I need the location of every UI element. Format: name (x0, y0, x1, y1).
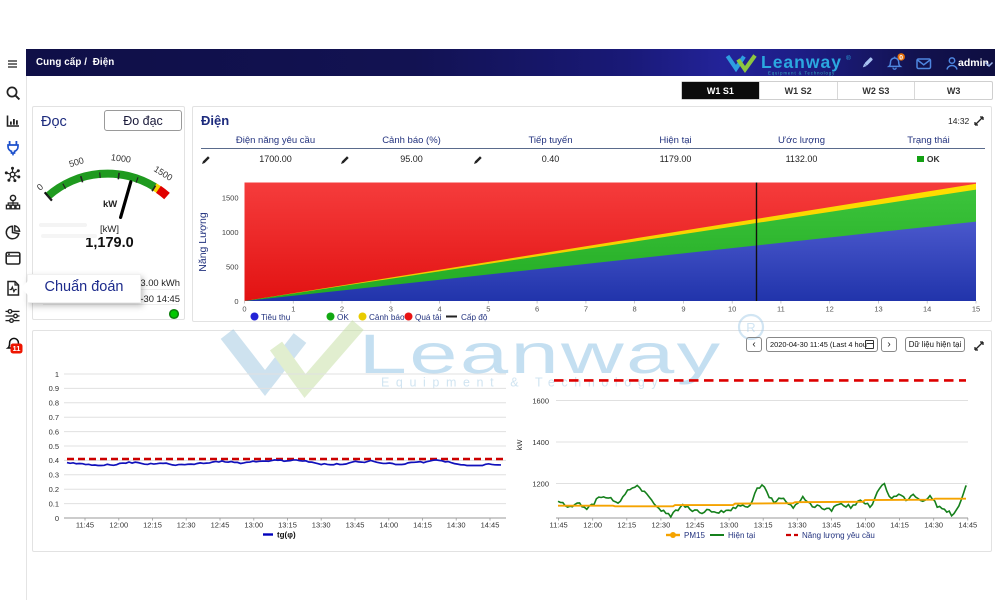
svg-text:14:45: 14:45 (481, 521, 500, 530)
svg-text:1: 1 (55, 370, 59, 379)
svg-text:13:15: 13:15 (278, 521, 297, 530)
svg-text:Năng lượng yêu cầu: Năng lượng yêu cầu (802, 531, 875, 540)
svg-text:14:00: 14:00 (379, 521, 398, 530)
svg-text:14:30: 14:30 (924, 521, 943, 530)
svg-text:14:00: 14:00 (856, 521, 875, 530)
svg-text:Hiện tại: Hiện tại (728, 531, 755, 540)
svg-text:14:15: 14:15 (413, 521, 432, 530)
svg-text:1600: 1600 (532, 396, 549, 405)
svg-text:1500: 1500 (152, 164, 174, 183)
svg-text:Tiêu thụ: Tiêu thụ (261, 313, 291, 322)
svg-text:Equipment & Technology: Equipment & Technology (381, 376, 664, 390)
svg-text:500: 500 (226, 262, 239, 271)
svg-text:15: 15 (972, 305, 980, 314)
svg-text:®: ® (846, 54, 851, 62)
svg-text:kW: kW (515, 439, 524, 451)
svg-text:13:00: 13:00 (720, 521, 739, 530)
svg-text:0.4: 0.4 (49, 456, 59, 465)
svg-text:12:15: 12:15 (143, 521, 162, 530)
svg-text:Leanway: Leanway (761, 52, 842, 72)
svg-text:2: 2 (340, 305, 344, 314)
svg-text:0.3: 0.3 (49, 471, 59, 480)
svg-text:0.7: 0.7 (49, 413, 59, 422)
svg-text:13:45: 13:45 (822, 521, 841, 530)
svg-text:1000: 1000 (110, 152, 131, 164)
svg-text:13:45: 13:45 (346, 521, 365, 530)
svg-text:1400: 1400 (532, 438, 549, 447)
svg-text:Equipment & Technology: Equipment & Technology (768, 71, 835, 76)
svg-text:5: 5 (486, 305, 490, 314)
svg-text:R: R (746, 320, 755, 335)
svg-text:11:45: 11:45 (76, 521, 94, 530)
svg-text:0: 0 (234, 297, 238, 306)
svg-text:0.6: 0.6 (49, 427, 59, 436)
svg-text:1: 1 (291, 305, 295, 314)
svg-text:Leanway: Leanway (359, 323, 723, 385)
svg-text:12:00: 12:00 (109, 521, 128, 530)
svg-text:13:30: 13:30 (312, 521, 331, 530)
svg-text:13:15: 13:15 (754, 521, 773, 530)
svg-text:13: 13 (874, 305, 882, 314)
svg-text:14:30: 14:30 (447, 521, 466, 530)
svg-text:PM15: PM15 (684, 531, 705, 540)
svg-text:12:30: 12:30 (652, 521, 671, 530)
svg-text:6: 6 (535, 305, 539, 314)
svg-text:14:45: 14:45 (958, 521, 977, 530)
svg-text:0.1: 0.1 (49, 499, 59, 508)
svg-text:11: 11 (13, 344, 21, 353)
svg-text:12:45: 12:45 (211, 521, 230, 530)
svg-text:0.5: 0.5 (49, 442, 59, 451)
svg-text:1000: 1000 (222, 228, 239, 237)
svg-text:12:15: 12:15 (617, 521, 636, 530)
svg-text:1500: 1500 (222, 193, 239, 202)
svg-text:0: 0 (35, 182, 45, 193)
svg-text:0: 0 (242, 305, 246, 314)
svg-text:Cảnh báo: Cảnh báo (369, 313, 405, 322)
svg-text:14:15: 14:15 (890, 521, 909, 530)
svg-text:12: 12 (826, 305, 834, 314)
svg-text:14: 14 (923, 305, 931, 314)
svg-text:1200: 1200 (532, 479, 549, 488)
svg-text:0.8: 0.8 (49, 399, 59, 408)
svg-text:500: 500 (68, 155, 85, 169)
svg-text:tg(φ): tg(φ) (277, 531, 296, 540)
svg-text:12:00: 12:00 (583, 521, 602, 530)
svg-text:11:45: 11:45 (549, 521, 567, 530)
svg-text:10: 10 (728, 305, 736, 314)
svg-text:0: 0 (55, 514, 59, 523)
svg-text:Quá tải: Quá tải (415, 313, 442, 322)
svg-text:0: 0 (899, 55, 903, 62)
svg-text:13:30: 13:30 (788, 521, 807, 530)
svg-text:Cấp độ: Cấp độ (461, 313, 488, 322)
svg-text:OK: OK (337, 313, 349, 322)
svg-text:0.2: 0.2 (49, 485, 59, 494)
svg-text:3: 3 (389, 305, 393, 314)
svg-text:Năng Lượng: Năng Lượng (197, 212, 209, 272)
svg-text:9: 9 (681, 305, 685, 314)
svg-text:12:45: 12:45 (686, 521, 705, 530)
svg-text:12:30: 12:30 (177, 521, 196, 530)
svg-text:0.9: 0.9 (49, 384, 59, 393)
svg-text:8: 8 (633, 305, 637, 314)
svg-text:7: 7 (584, 305, 588, 314)
svg-text:4: 4 (438, 305, 442, 314)
svg-text:11: 11 (777, 305, 785, 314)
svg-text:13:00: 13:00 (244, 521, 263, 530)
